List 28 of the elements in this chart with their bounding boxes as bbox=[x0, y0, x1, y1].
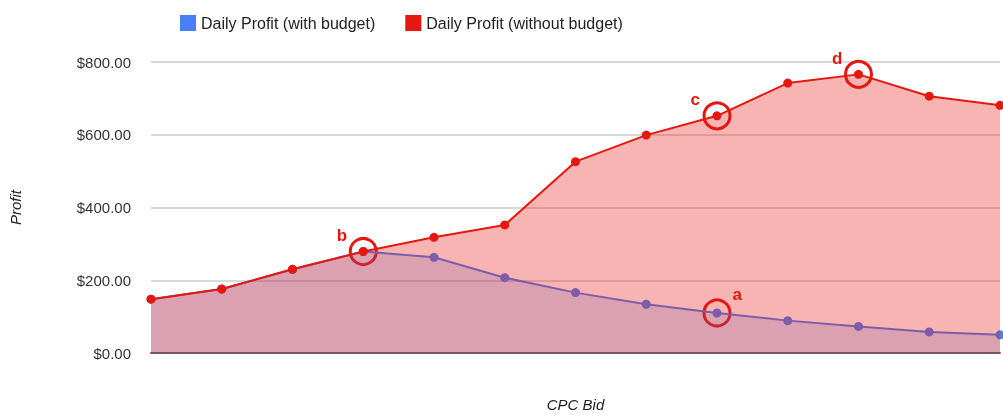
point bbox=[500, 220, 510, 230]
y-axis-title: Profit bbox=[7, 189, 24, 226]
point bbox=[783, 316, 793, 326]
y-tick-label: $600.00 bbox=[76, 126, 131, 144]
point bbox=[429, 232, 439, 242]
point bbox=[641, 299, 651, 309]
point bbox=[641, 130, 651, 140]
point bbox=[924, 327, 934, 337]
point bbox=[995, 100, 1003, 110]
point bbox=[571, 288, 580, 298]
y-tick-label: $800.00 bbox=[76, 53, 131, 71]
point bbox=[995, 330, 1003, 340]
point bbox=[500, 273, 510, 283]
annotation: b bbox=[336, 226, 348, 246]
annotation: a bbox=[732, 285, 743, 305]
legend-label: Daily Profit (with budget) bbox=[201, 14, 376, 32]
legend-label: Daily Profit (without budget) bbox=[426, 14, 623, 32]
point bbox=[429, 252, 439, 262]
point bbox=[571, 157, 580, 167]
y-tick-label: $0.00 bbox=[93, 344, 131, 362]
y-tick-label: $200.00 bbox=[76, 271, 131, 289]
y-tick-label: $400.00 bbox=[76, 199, 131, 216]
point bbox=[854, 321, 863, 331]
annotation: d bbox=[832, 48, 843, 68]
point bbox=[924, 91, 934, 101]
x-axis-title: CPC Bid bbox=[546, 396, 605, 413]
point bbox=[783, 78, 793, 88]
annotation: c bbox=[690, 90, 700, 110]
